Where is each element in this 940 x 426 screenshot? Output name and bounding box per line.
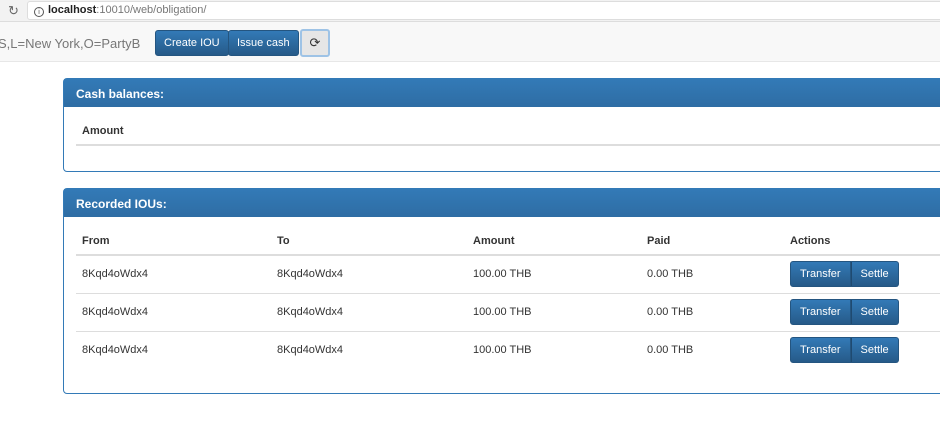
settle-button[interactable]: Settle (850, 337, 899, 364)
paid-cell: 0.00 THB (641, 293, 784, 332)
table-row: 8Kqd4oWdx4 8Kqd4oWdx4 100.00 THB 0.00 TH… (76, 331, 940, 369)
refresh-icon: ⟳ (309, 35, 321, 50)
column-header: Actions (784, 227, 940, 256)
address-bar: ↻ i localhost:10010/web/obligation/ (0, 0, 940, 22)
amount-cell: 100.00 THB (473, 344, 532, 357)
url-field[interactable]: i localhost:10010/web/obligation/ (27, 1, 940, 20)
actions-cell: Transfer Settle (784, 331, 940, 369)
table-row: 8Kqd4oWdx4 8Kqd4oWdx4 100.00 THB 0.00 TH… (76, 293, 940, 332)
cash-balances-panel: Cash balances: Amount (63, 78, 940, 172)
transfer-button[interactable]: Transfer (790, 337, 851, 364)
refresh-button[interactable]: ⟳ (300, 29, 330, 57)
column-header: To (271, 227, 467, 256)
from-cell: 8Kqd4oWdx4 (76, 293, 271, 332)
panel-title: Cash balances: (64, 79, 940, 107)
actions-cell: Transfer Settle (784, 293, 940, 332)
transfer-button[interactable]: Transfer (790, 261, 851, 288)
from-cell: 8Kqd4oWdx4 (76, 255, 271, 294)
column-header: From (76, 227, 271, 256)
recorded-ious-panel: Recorded IOUs: From To Amount Paid Actio… (63, 188, 940, 394)
transfer-button[interactable]: Transfer (790, 299, 851, 325)
panel-title: Recorded IOUs: (64, 189, 940, 217)
info-icon[interactable]: i (34, 7, 44, 17)
to-cell: 8Kqd4oWdx4 (277, 344, 344, 357)
settle-button[interactable]: Settle (850, 261, 899, 288)
ious-table: From To Amount Paid Actions 8Kqd4oWdx4 8… (76, 227, 940, 369)
paid-cell: 0.00 THB (647, 344, 694, 357)
table-row: 8Kqd4oWdx4 8Kqd4oWdx4 100.00 THB 0.00 TH… (76, 255, 940, 294)
issue-cash-button[interactable]: Issue cash (228, 30, 299, 56)
paid-cell: 0.00 THB (641, 255, 784, 294)
to-cell: 8Kqd4oWdx4 (271, 293, 467, 332)
party-identity: S,L=New York,O=PartyB (0, 36, 141, 51)
column-header: Amount (467, 227, 641, 256)
create-iou-button[interactable]: Create IOU (155, 30, 229, 56)
settle-button[interactable]: Settle (850, 299, 899, 325)
to-cell: 8Kqd4oWdx4 (271, 255, 467, 294)
column-header: Paid (641, 227, 784, 256)
reload-icon[interactable]: ↻ (8, 3, 19, 18)
navbar: S,L=New York,O=PartyB Create IOU Issue c… (0, 22, 940, 62)
from-cell: 8Kqd4oWdx4 (82, 344, 149, 357)
amount-cell: 100.00 THB (467, 293, 641, 332)
column-header: Amount (76, 117, 940, 146)
cash-table: Amount (76, 117, 940, 146)
amount-cell: 100.00 THB (467, 255, 641, 294)
actions-cell: Transfer Settle (784, 255, 940, 294)
